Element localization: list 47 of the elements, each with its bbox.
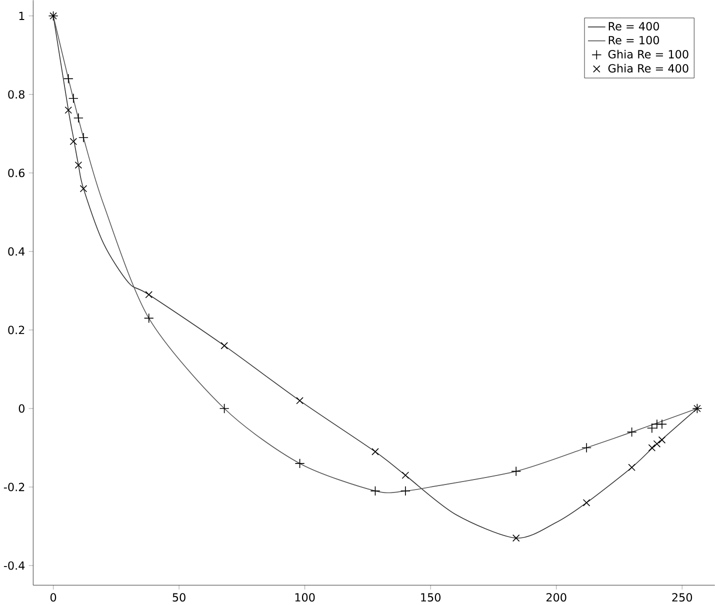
legend-label: Ghia Re = 400 (608, 64, 688, 73)
x-tick-label: 0 (50, 593, 56, 602)
x-tick-label: 100 (295, 593, 315, 602)
point (656, 419, 667, 430)
point (511, 466, 522, 476)
y-tick-label: -0.2 (4, 482, 24, 492)
x-tick-label: 200 (546, 593, 566, 602)
point (370, 486, 380, 496)
point (296, 397, 304, 404)
y-tick-label: 0.8 (8, 90, 24, 99)
y-tick-label: 0 (18, 404, 24, 413)
x-tick-label: 150 (421, 593, 440, 602)
point (646, 423, 657, 434)
point (68, 93, 78, 104)
point (294, 458, 305, 468)
legend-label: Re = 400 (608, 22, 660, 30)
point (628, 464, 636, 472)
point (512, 534, 520, 542)
point (626, 427, 637, 438)
point (220, 342, 228, 350)
point (402, 472, 410, 479)
y-tick-label: 0.2 (8, 326, 24, 334)
x-tick-label: 50 (172, 593, 186, 602)
y-tick-label: -0.4 (4, 561, 25, 570)
y-tick-label: 0.4 (8, 247, 25, 256)
point (144, 313, 154, 324)
point (582, 442, 592, 453)
point (400, 486, 410, 496)
point (63, 74, 74, 84)
legend-label: Re = 100 (608, 36, 660, 44)
point (372, 448, 379, 456)
y-tick-label: 0.6 (8, 168, 25, 178)
legend-label: Ghia Re = 100 (608, 50, 688, 58)
y-tick-label: 1 (19, 12, 24, 20)
point (653, 440, 661, 448)
point (74, 161, 82, 169)
point (80, 185, 88, 192)
point (78, 132, 88, 143)
point (582, 499, 590, 506)
point (219, 404, 230, 414)
point (73, 113, 84, 123)
x-tick-label: 250 (672, 593, 692, 602)
point (145, 291, 153, 298)
point (70, 138, 78, 146)
point (658, 436, 666, 444)
point (648, 444, 656, 452)
point (64, 106, 72, 114)
